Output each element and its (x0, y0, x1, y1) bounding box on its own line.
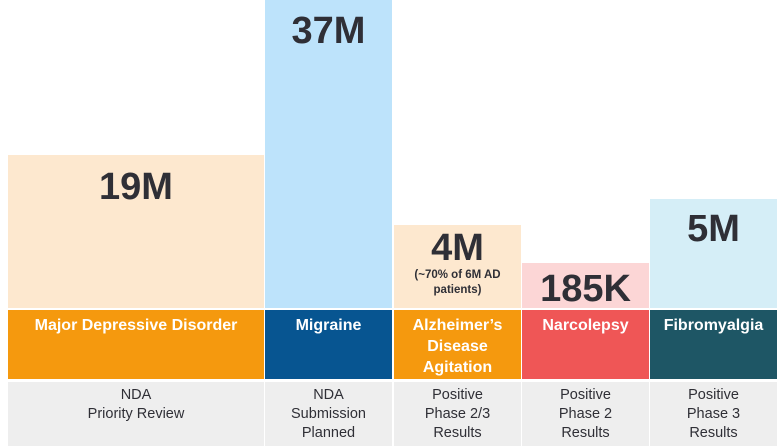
bar-value-label: 5M (687, 208, 740, 250)
status-label: Positive Phase 3 Results (650, 382, 777, 446)
bar-value-label: 37M (291, 10, 366, 52)
bar-value-label: 4M (431, 227, 484, 269)
bar-2: 4M (~70% of 6M AD patients) (394, 225, 521, 308)
bar-value-label: 185K (540, 268, 631, 310)
category-label: Narcolepsy (522, 310, 649, 379)
bar-0: 19M (8, 155, 264, 308)
status-label: NDA Submission Planned (265, 382, 392, 446)
status-label: Positive Phase 2 Results (522, 382, 649, 446)
bar-4: 5M (650, 199, 777, 308)
bar-3: 185K (522, 263, 649, 308)
bar-value-label: 19M (99, 166, 173, 208)
category-label: Fibromyalgia (650, 310, 777, 379)
bar-note: (~70% of 6M AD patients) (414, 269, 501, 296)
bar-1: 37M (265, 0, 392, 308)
category-label: Migraine (265, 310, 392, 379)
category-label: Major Depressive Disorder (8, 310, 264, 379)
status-label: Positive Phase 2/3 Results (394, 382, 521, 446)
status-label: NDA Priority Review (8, 382, 264, 446)
category-label: Alzheimer’s Disease Agitation (394, 310, 521, 379)
